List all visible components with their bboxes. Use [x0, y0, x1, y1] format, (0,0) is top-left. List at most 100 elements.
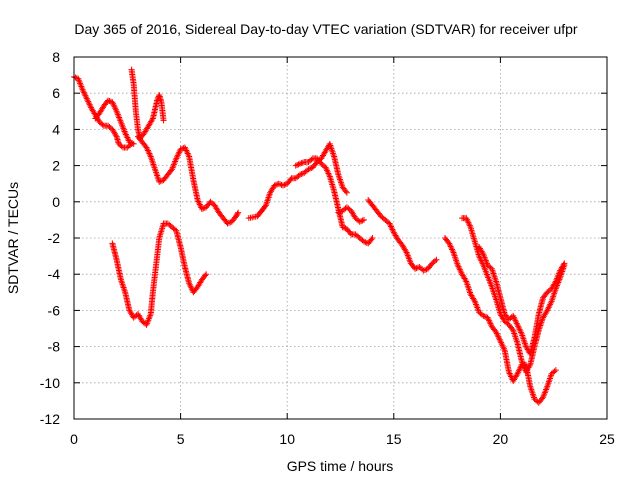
data-point [157, 178, 164, 185]
data-point [129, 140, 136, 147]
data-point [422, 266, 429, 273]
y-tick-label: 0 [52, 194, 60, 210]
data-point [432, 257, 439, 264]
data-point [308, 156, 315, 163]
data-point [295, 161, 302, 168]
data-point [298, 160, 305, 167]
data-point [298, 171, 305, 178]
data-point [294, 161, 301, 168]
data-point [420, 267, 427, 274]
data-point [368, 236, 375, 243]
data-point [127, 139, 134, 146]
data-point [275, 180, 282, 187]
data-point [305, 166, 312, 173]
data-point [130, 140, 137, 147]
data-point [299, 159, 306, 166]
data-point [272, 181, 279, 188]
y-tick-label: 4 [52, 121, 60, 137]
data-point [552, 367, 559, 374]
data-point [360, 216, 367, 223]
data-point [118, 143, 125, 150]
data-point [342, 188, 349, 195]
data-point [281, 181, 288, 188]
data-point [414, 264, 421, 271]
data-point [356, 218, 363, 225]
x-tick-label: 20 [493, 431, 509, 447]
data-point [358, 218, 365, 225]
data-point [526, 363, 533, 370]
y-tick-label: 2 [52, 158, 60, 174]
x-tick-label: 10 [279, 431, 295, 447]
data-point [551, 368, 558, 375]
y-axis-label: SDTVAR / TECUs [5, 182, 21, 294]
series-8 [365, 196, 440, 274]
data-point [279, 182, 286, 189]
data-point [480, 312, 487, 319]
data-point [412, 265, 419, 272]
series-0 [71, 73, 135, 151]
data-point [462, 276, 469, 283]
data-point [343, 189, 350, 196]
data-point [359, 217, 366, 224]
grid-lines [74, 57, 607, 419]
x-tick-label: 0 [70, 431, 78, 447]
data-point [339, 224, 346, 231]
data-point [402, 248, 409, 255]
series-3 [134, 133, 242, 227]
y-tick-label: -12 [40, 411, 60, 427]
data-point [224, 220, 231, 227]
y-tick-label: -4 [48, 266, 61, 282]
x-tick-label: 25 [599, 431, 615, 447]
data-point [271, 182, 278, 189]
data-point [203, 271, 210, 278]
data-point [341, 224, 348, 231]
data-point [369, 235, 376, 241]
data-point [105, 97, 112, 104]
data-point [479, 249, 486, 256]
data-point [126, 139, 133, 146]
series-1 [92, 97, 137, 147]
data-point [296, 171, 303, 178]
data-point [198, 206, 205, 213]
data-point [551, 279, 558, 286]
y-tick-label: 6 [52, 85, 60, 101]
y-tick-label: -6 [48, 302, 61, 318]
data-point [225, 219, 232, 226]
data-point [112, 132, 119, 139]
series-5 [245, 140, 350, 222]
data-point [261, 203, 268, 210]
data-point [481, 313, 488, 320]
data-point [336, 209, 343, 216]
y-tick-label: -8 [48, 339, 61, 355]
y-tick-label: -10 [40, 375, 60, 391]
data-point [234, 210, 241, 217]
series-7 [335, 204, 367, 225]
series-4 [109, 220, 210, 328]
x-tick-label: 15 [386, 431, 402, 447]
data-point [99, 121, 106, 128]
x-tick-label: 5 [177, 431, 185, 447]
data-point [560, 261, 567, 268]
x-axis-label: GPS time / hours [287, 458, 394, 474]
data-point [433, 256, 440, 263]
data-point [200, 205, 207, 212]
data-points [71, 66, 568, 406]
data-point [335, 209, 342, 216]
data-point [160, 117, 167, 124]
data-point [561, 260, 568, 267]
data-point [296, 160, 303, 167]
series-11 [476, 244, 568, 357]
data-point [360, 238, 367, 245]
data-point [235, 209, 242, 216]
y-tick-label: 8 [52, 49, 60, 65]
data-point [292, 162, 299, 169]
data-point [202, 272, 209, 279]
series-6 [292, 155, 376, 247]
chart-title: Day 365 of 2016, Sidereal Day-to-day VTE… [74, 21, 578, 37]
data-point [277, 181, 284, 188]
y-tick-label: -2 [48, 230, 61, 246]
data-point [470, 296, 477, 303]
data-point [306, 165, 313, 172]
